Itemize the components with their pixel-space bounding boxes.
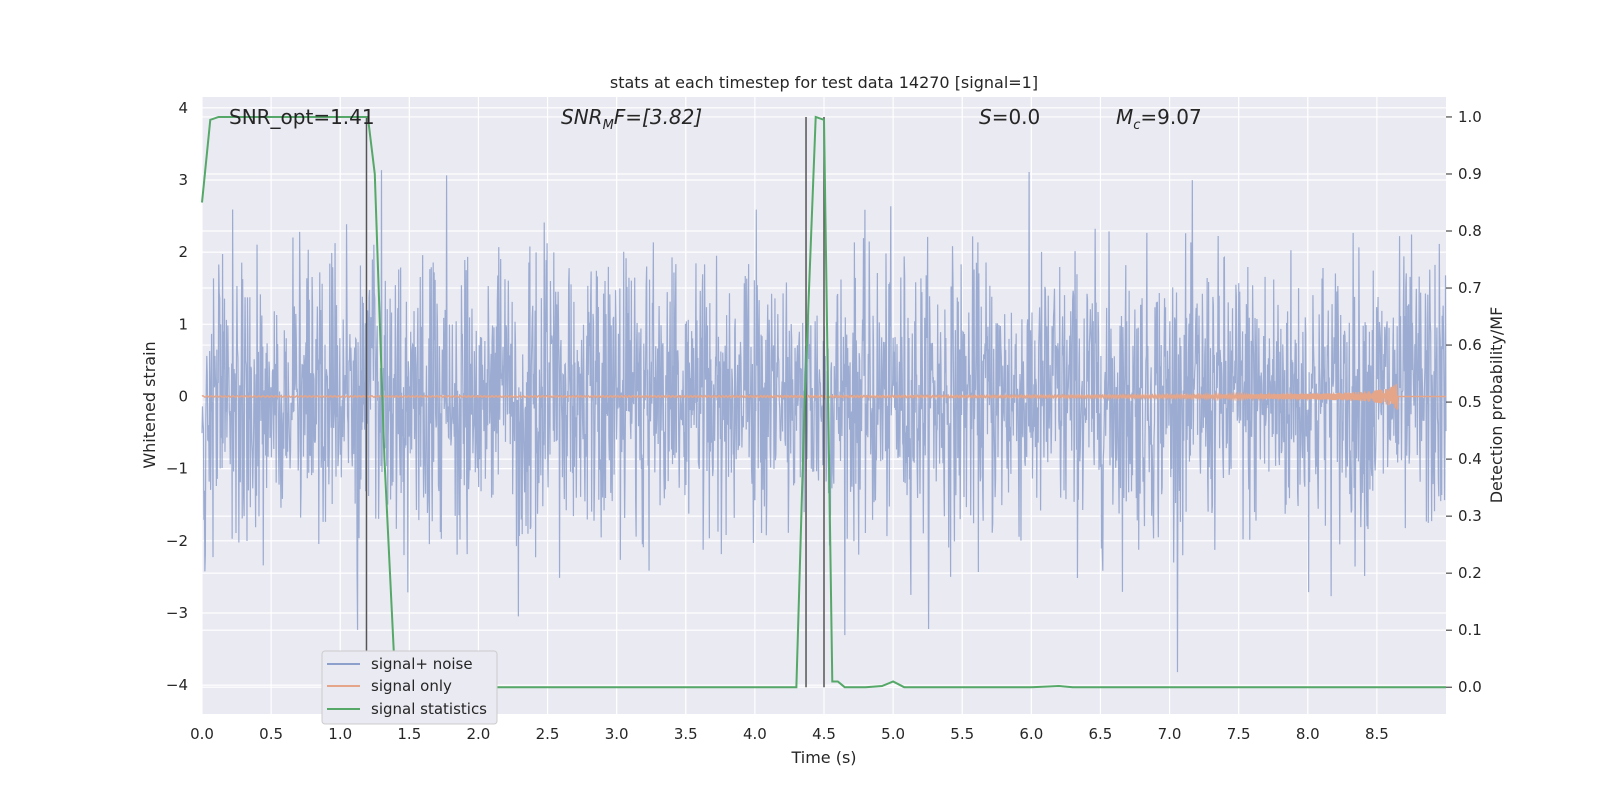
x-tick-label: 6.5 <box>1089 725 1113 743</box>
y-right-tick-label: 0.9 <box>1458 165 1482 183</box>
signal-statistics-series <box>201 115 1446 689</box>
x-tick-label: 7.0 <box>1158 725 1182 743</box>
y-left-tick-label: −2 <box>166 532 188 550</box>
y-left-tick-label: 4 <box>178 99 188 117</box>
x-tick-label: 8.0 <box>1296 725 1320 743</box>
y-left-tick-label: −1 <box>166 460 188 478</box>
legend-label-noise: signal+ noise <box>371 655 473 673</box>
x-tick-label: 2.0 <box>467 725 491 743</box>
legend-label-signal: signal only <box>371 677 452 695</box>
y-right-tick-label: 0.2 <box>1458 564 1482 582</box>
x-tick-label: 7.5 <box>1227 725 1251 743</box>
y-right-tick-label: 0.6 <box>1458 336 1482 354</box>
y-left-tick-label: 0 <box>178 387 188 405</box>
y-left-tick-label: 1 <box>178 315 188 333</box>
y-right-tick-label: 0.8 <box>1458 222 1482 240</box>
x-tick-label: 8.5 <box>1365 725 1389 743</box>
y-right-tick-label: 0.0 <box>1458 678 1482 696</box>
legend-label-stats: signal statistics <box>371 700 487 718</box>
annotation-s: S=0.0 <box>979 105 1040 129</box>
y-left-tick-label: 3 <box>178 171 188 189</box>
y-right-tick-label: 0.7 <box>1458 279 1482 297</box>
y-left-tick-label: 2 <box>178 243 188 261</box>
legend: signal+ noise signal only signal statist… <box>321 650 498 725</box>
y-right-tick-label: 0.5 <box>1458 393 1482 411</box>
y-right-tick-label: 0.4 <box>1458 450 1482 468</box>
x-tick-label: 3.5 <box>674 725 698 743</box>
x-tick-label: 0.0 <box>190 725 214 743</box>
x-axis-label: Time (s) <box>790 748 856 767</box>
x-tick-label: 3.0 <box>605 725 629 743</box>
y-left-tick-label: −3 <box>166 604 188 622</box>
x-tick-label: 5.0 <box>881 725 905 743</box>
y-right-axis-label: Detection probability/MF <box>1487 307 1506 504</box>
x-tick-label: 1.5 <box>397 725 421 743</box>
y-right-tick-label: 0.1 <box>1458 621 1482 639</box>
y-left-axis-ticks: −4 −3 −2 −1 0 1 2 3 4 <box>166 99 188 694</box>
y-right-axis-ticks: 0.0 0.1 0.2 0.3 0.4 0.5 0.6 0.7 0.8 0.9 1.0 <box>1446 108 1482 696</box>
legend-box <box>321 650 498 725</box>
x-tick-label: 5.5 <box>950 725 974 743</box>
signal-statistics-line <box>201 115 1446 689</box>
y-right-tick-label: 0.3 <box>1458 507 1482 525</box>
x-tick-label: 4.5 <box>812 725 836 743</box>
x-tick-label: 2.5 <box>536 725 560 743</box>
chart-title: stats at each timestep for test data 142… <box>610 73 1038 92</box>
annotation-snr-mf: SNRMF=[3.82] <box>561 105 702 133</box>
x-tick-label: 0.5 <box>259 725 283 743</box>
x-tick-label: 1.0 <box>328 725 352 743</box>
annotation-mc: Mc=9.07 <box>1116 105 1202 133</box>
y-left-tick-label: −4 <box>166 676 188 694</box>
x-axis-ticks: 0.0 0.5 1.0 1.5 2.0 2.5 3.0 3.5 4.0 4.5 5.0 5.5 6.0 6… <box>190 725 1389 743</box>
annotation-snr-opt: SNR_opt=1.41 <box>229 105 375 129</box>
y-left-axis-label: Whitened strain <box>140 341 159 468</box>
y-right-tick-label: 1.0 <box>1458 108 1482 126</box>
vertical-markers <box>365 116 825 688</box>
x-tick-label: 6.0 <box>1019 725 1043 743</box>
x-tick-label: 4.0 <box>743 725 767 743</box>
